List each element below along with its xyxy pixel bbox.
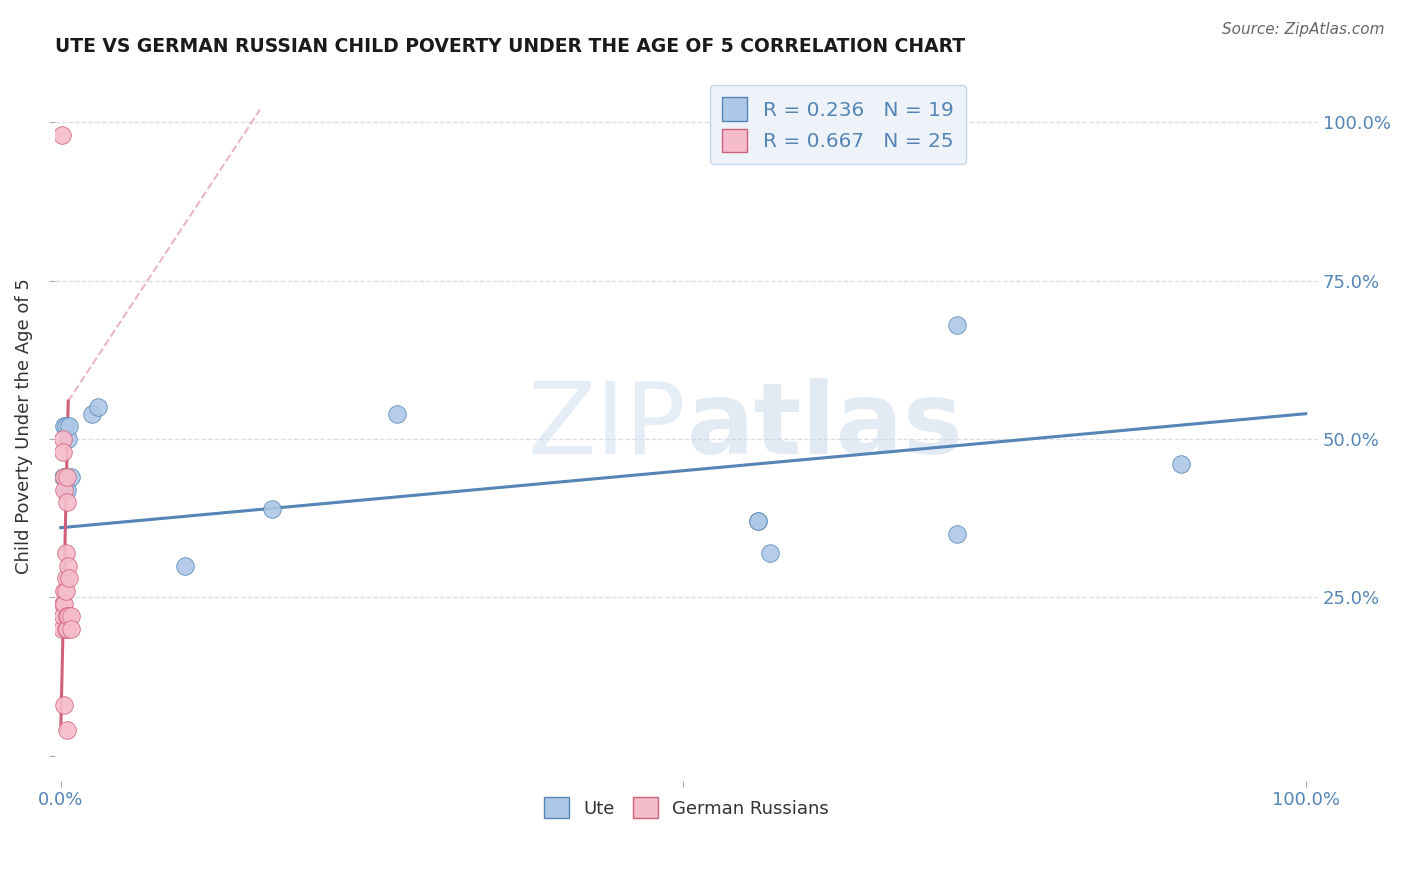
Point bbox=[55, 609, 77, 624]
Point bbox=[53, 698, 76, 712]
Y-axis label: Child Poverty Under the Age of 5: Child Poverty Under the Age of 5 bbox=[15, 278, 32, 574]
Point bbox=[58, 419, 80, 434]
Text: Source: ZipAtlas.com: Source: ZipAtlas.com bbox=[1222, 22, 1385, 37]
Point bbox=[55, 622, 77, 636]
Point bbox=[56, 483, 79, 497]
Point bbox=[52, 444, 75, 458]
Point bbox=[51, 128, 73, 142]
Point bbox=[52, 597, 75, 611]
Point bbox=[56, 622, 79, 636]
Legend: Ute, German Russians: Ute, German Russians bbox=[536, 789, 837, 825]
Point bbox=[55, 546, 77, 560]
Point bbox=[59, 622, 82, 636]
Point bbox=[56, 723, 79, 738]
Point bbox=[59, 470, 82, 484]
Point bbox=[87, 401, 110, 415]
Point bbox=[80, 407, 103, 421]
Point bbox=[759, 546, 782, 560]
Point bbox=[385, 407, 408, 421]
Point bbox=[58, 432, 80, 446]
Point bbox=[51, 622, 73, 636]
Point bbox=[946, 318, 969, 332]
Text: UTE VS GERMAN RUSSIAN CHILD POVERTY UNDER THE AGE OF 5 CORRELATION CHART: UTE VS GERMAN RUSSIAN CHILD POVERTY UNDE… bbox=[55, 37, 965, 56]
Point bbox=[55, 419, 77, 434]
Point bbox=[53, 597, 76, 611]
Point bbox=[53, 419, 76, 434]
Point bbox=[747, 514, 769, 528]
Text: atlas: atlas bbox=[686, 378, 963, 475]
Point bbox=[53, 470, 76, 484]
Point bbox=[56, 609, 79, 624]
Point bbox=[52, 470, 75, 484]
Point bbox=[946, 527, 969, 541]
Point bbox=[58, 571, 80, 585]
Point bbox=[56, 495, 79, 509]
Point bbox=[52, 609, 75, 624]
Point bbox=[1170, 458, 1192, 472]
Point bbox=[59, 609, 82, 624]
Point bbox=[53, 584, 76, 599]
Point bbox=[56, 470, 79, 484]
Point bbox=[747, 514, 769, 528]
Point bbox=[262, 501, 284, 516]
Point bbox=[58, 558, 80, 573]
Point bbox=[53, 483, 76, 497]
Point bbox=[58, 609, 80, 624]
Point bbox=[55, 584, 77, 599]
Point bbox=[174, 558, 197, 573]
Point bbox=[52, 432, 75, 446]
Text: ZIP: ZIP bbox=[529, 378, 686, 475]
Point bbox=[55, 571, 77, 585]
